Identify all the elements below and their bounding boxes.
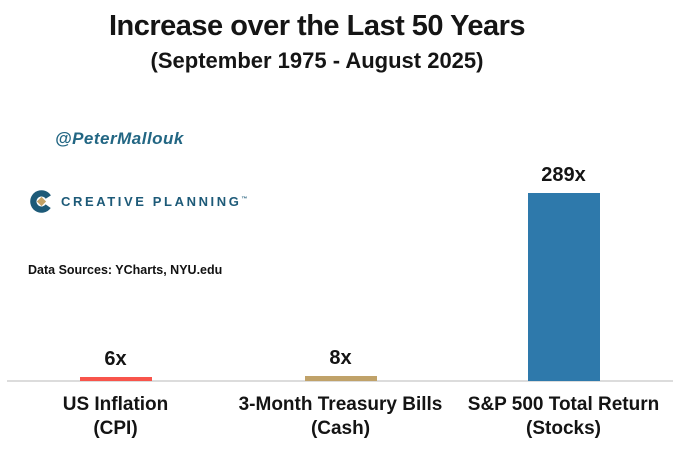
category-line1: US Inflation [62, 394, 169, 415]
data-sources-note: Data Sources: YCharts, NYU.edu [28, 263, 223, 277]
creative-planning-logo: CREATIVE PLANNING™ [30, 190, 247, 213]
category-line1: 3-Month Treasury Bills [238, 394, 443, 415]
category-label: 3-Month Treasury Bills (Cash) [227, 393, 454, 441]
bar-sp500 [527, 193, 600, 381]
chart-title: Increase over the Last 50 Years [108, 10, 526, 42]
bar-us-inflation [79, 377, 152, 381]
bar-group-us-inflation: 6x US Inflation (CPI) [2, 0, 229, 455]
category-label: S&P 500 Total Return (Stocks) [450, 393, 677, 441]
category-line2: (Cash) [310, 418, 371, 439]
category-line1: S&P 500 Total Return [467, 394, 660, 415]
chart-header: Increase over the Last 50 Years (Septemb… [0, 8, 680, 75]
value-label: 289x [541, 164, 586, 186]
bar-group-sp500: 289x S&P 500 Total Return (Stocks) [450, 0, 677, 455]
creative-planning-logo-icon [30, 190, 53, 213]
chart-subtitle: (September 1975 - August 2025) [150, 48, 484, 73]
category-label: US Inflation (CPI) [2, 393, 229, 441]
creative-planning-logo-text: CREATIVE PLANNING™ [61, 194, 247, 209]
bar-group-treasury-bills: 8x 3-Month Treasury Bills (Cash) [227, 0, 454, 455]
x-axis-baseline [7, 380, 673, 382]
category-line2: (CPI) [93, 418, 138, 439]
bar-treasury-bills [304, 376, 377, 381]
value-label: 6x [104, 348, 127, 370]
category-line2: (Stocks) [526, 418, 601, 439]
logo-wordmark: CREATIVE PLANNING [61, 194, 242, 209]
twitter-handle: @PeterMallouk [55, 129, 184, 148]
logo-trademark: ™ [241, 196, 248, 203]
value-label: 8x [329, 347, 352, 369]
